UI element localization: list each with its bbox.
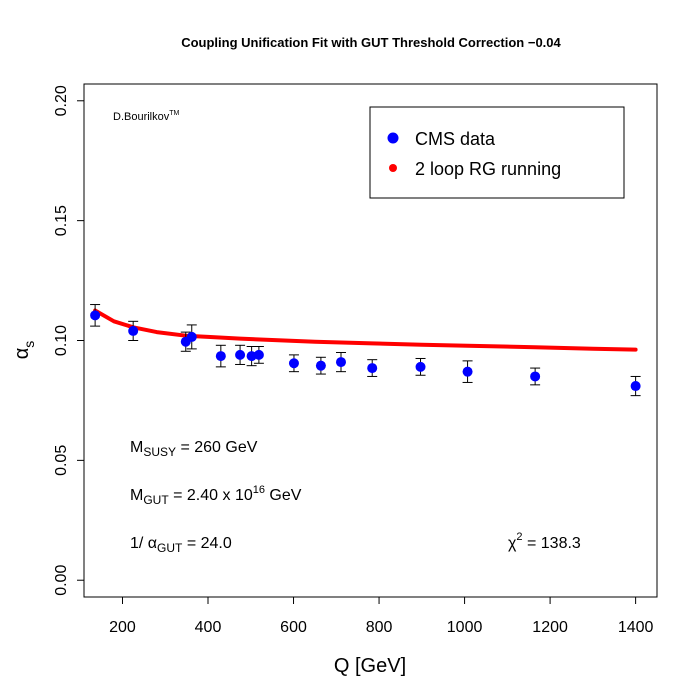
mgut-annotation: MGUT = 2.40 x 1016 GeV (130, 484, 302, 507)
series-rg-running (93, 308, 638, 352)
x-tick-label: 600 (280, 619, 307, 636)
msusy-sub: SUSY (143, 445, 176, 459)
data-point (215, 351, 226, 362)
author-name: D.Bourilkov (113, 111, 170, 123)
chi2-sup: 2 (516, 531, 522, 543)
mgut-exponent: 16 (253, 484, 265, 496)
data-point (367, 363, 378, 374)
data-point (462, 366, 473, 377)
legend-marker-cms-data (387, 132, 399, 144)
msusy-annotation: MSUSY = 260 GeV (130, 439, 258, 459)
y-tick-label: 0.05 (53, 445, 70, 476)
legend-box (369, 106, 625, 199)
chi2-annotation: χ2 = 138.3 (508, 531, 581, 552)
series-cms-data (90, 304, 641, 397)
author-credit: D.BourilkovTM (113, 110, 180, 123)
y-axis-label-main: α (11, 348, 33, 360)
y-axis-label: αs (11, 341, 37, 360)
data-point (235, 349, 246, 360)
x-axis-label: Q [GeV] (334, 655, 406, 677)
data-point (630, 381, 641, 392)
data-point (186, 331, 197, 342)
msusy-value: = 260 GeV (176, 439, 258, 456)
data-point (288, 358, 299, 369)
x-axis: 200 400 600 800 1000 1200 1400 (109, 596, 654, 636)
legend: CMS data 2 loop RG running (369, 106, 625, 199)
author-trademark: TM (169, 110, 179, 117)
data-point (128, 325, 139, 336)
y-tick-label: 0.15 (53, 205, 70, 236)
x-tick-label: 1000 (447, 619, 483, 636)
data-point (415, 361, 426, 372)
y-tick-label: 0.20 (53, 85, 70, 116)
x-tick-label: 400 (195, 619, 222, 636)
mgut-value: = 2.40 x 10 (169, 487, 253, 504)
alpha-gut-sub: GUT (157, 541, 183, 555)
y-axis: 0.00 0.05 0.10 0.15 0.20 (53, 85, 85, 596)
x-tick-label: 1200 (532, 619, 568, 636)
legend-marker-rg-running (389, 164, 397, 172)
alpha-gut-label: 1/ α (130, 535, 157, 552)
legend-label-cms-data: CMS data (415, 129, 496, 149)
data-point (253, 349, 264, 360)
mgut-label: M (130, 487, 143, 504)
mgut-sub: GUT (143, 493, 169, 507)
rg-running-line (93, 308, 638, 352)
data-point (90, 310, 101, 321)
alpha-gut-annotation: 1/ αGUT = 24.0 (130, 535, 232, 555)
mgut-unit: GeV (265, 487, 302, 504)
x-tick-label: 1400 (618, 619, 654, 636)
data-point (335, 357, 346, 368)
chi2-label: χ (508, 535, 517, 552)
chart-title: Coupling Unification Fit with GUT Thresh… (181, 35, 561, 50)
data-point (530, 371, 541, 382)
x-tick-label: 200 (109, 619, 136, 636)
data-point (315, 360, 326, 371)
y-tick-label: 0.00 (53, 565, 70, 596)
chi2-value: = 138.3 (523, 535, 581, 552)
alpha-gut-value: = 24.0 (182, 535, 231, 552)
legend-label-rg-running: 2 loop RG running (415, 159, 561, 179)
y-axis-label-sub: s (21, 341, 37, 348)
msusy-label: M (130, 439, 143, 456)
y-tick-label: 0.10 (53, 325, 70, 356)
x-tick-label: 800 (366, 619, 393, 636)
